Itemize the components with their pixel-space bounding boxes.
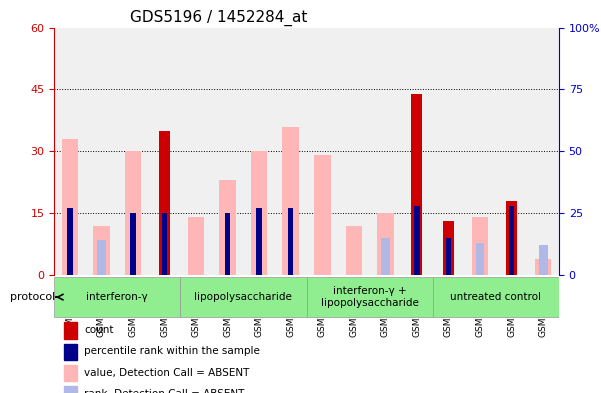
Text: percentile rank within the sample: percentile rank within the sample: [84, 347, 260, 356]
FancyBboxPatch shape: [54, 277, 180, 317]
Bar: [275, 28, 307, 275]
Text: untreated control: untreated control: [450, 292, 542, 302]
Bar: [443, 222, 454, 275]
Text: rank, Detection Call = ABSENT: rank, Detection Call = ABSENT: [84, 389, 245, 393]
FancyBboxPatch shape: [307, 277, 433, 317]
Bar: [85, 28, 117, 275]
Bar: [381, 238, 390, 275]
Bar: [282, 127, 299, 275]
FancyBboxPatch shape: [433, 277, 559, 317]
Bar: [64, 322, 77, 339]
Bar: [472, 217, 489, 275]
Bar: [257, 208, 262, 275]
Bar: [538, 245, 548, 275]
Bar: [370, 28, 401, 275]
Text: protocol: protocol: [10, 292, 56, 302]
Bar: [64, 365, 77, 381]
Bar: [54, 28, 85, 275]
Text: interferon-γ +
lipopolysaccharide: interferon-γ + lipopolysaccharide: [321, 286, 418, 308]
Bar: [64, 386, 77, 393]
Text: lipopolysaccharide: lipopolysaccharide: [195, 292, 292, 302]
Bar: [433, 28, 465, 275]
Bar: [338, 28, 370, 275]
Bar: [506, 201, 517, 275]
Bar: [496, 28, 528, 275]
Text: GDS5196 / 1452284_at: GDS5196 / 1452284_at: [130, 10, 307, 26]
Bar: [219, 180, 236, 275]
Bar: [130, 213, 136, 275]
Bar: [64, 343, 77, 360]
Bar: [528, 28, 559, 275]
Bar: [446, 238, 451, 275]
Bar: [243, 28, 275, 275]
Bar: [159, 130, 170, 275]
Text: value, Detection Call = ABSENT: value, Detection Call = ABSENT: [84, 367, 250, 378]
Bar: [346, 226, 362, 275]
Bar: [225, 213, 230, 275]
Bar: [288, 208, 293, 275]
Bar: [212, 28, 243, 275]
Bar: [535, 259, 552, 275]
Bar: [509, 206, 514, 275]
Bar: [314, 156, 331, 275]
Bar: [251, 151, 267, 275]
Bar: [377, 213, 394, 275]
Bar: [124, 151, 141, 275]
Bar: [97, 241, 106, 275]
Bar: [401, 28, 433, 275]
FancyBboxPatch shape: [180, 277, 307, 317]
Bar: [414, 206, 419, 275]
Bar: [188, 217, 204, 275]
Bar: [93, 226, 110, 275]
Bar: [67, 208, 73, 275]
Text: count: count: [84, 325, 114, 335]
Bar: [117, 28, 149, 275]
Bar: [162, 213, 167, 275]
Bar: [412, 94, 423, 275]
Bar: [149, 28, 180, 275]
Bar: [465, 28, 496, 275]
Bar: [307, 28, 338, 275]
Bar: [61, 139, 78, 275]
Bar: [475, 243, 484, 275]
Bar: [180, 28, 212, 275]
Text: interferon-γ: interferon-γ: [87, 292, 148, 302]
